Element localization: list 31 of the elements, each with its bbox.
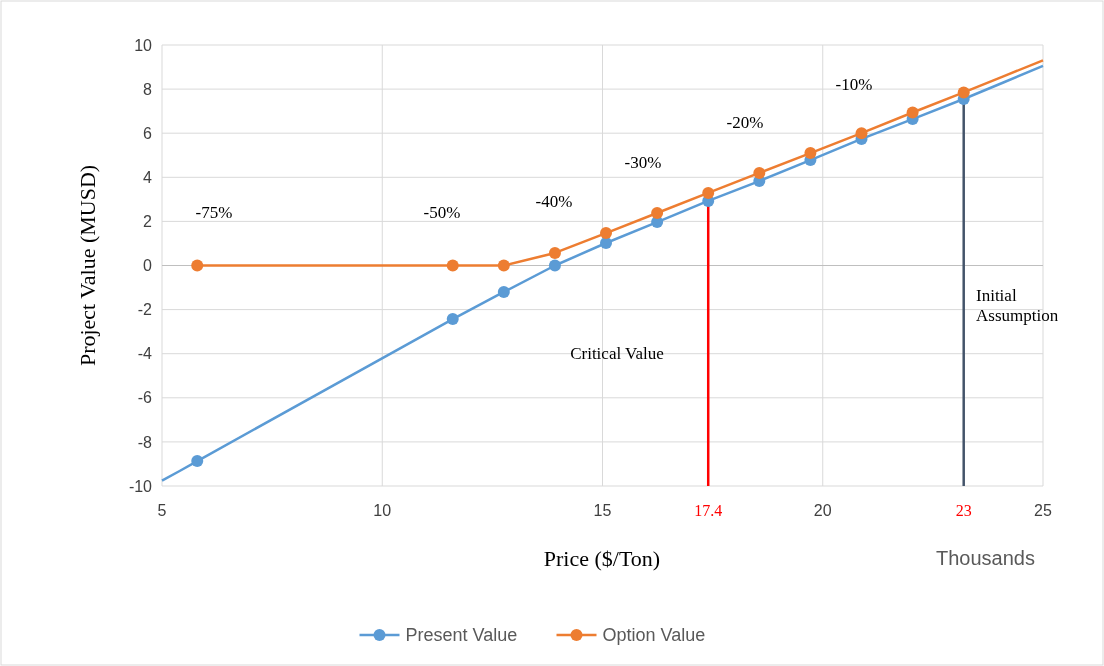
y-axis-title: Project Value (MUSD) (75, 164, 100, 367)
legend-label: Present Value (405, 625, 518, 646)
y-tick-label: 6 (143, 124, 153, 142)
y-tick-label: -8 (137, 433, 153, 451)
y-tick-label: 4 (143, 168, 153, 186)
x-tick-label: 15 (593, 502, 612, 519)
annotation: -50% (423, 203, 461, 222)
annotation: -40% (535, 192, 573, 211)
x-axis-title: Price ($/Ton) (543, 546, 661, 571)
annotation: -75% (195, 203, 233, 222)
annotation: -10% (835, 75, 873, 94)
y-tick-label: 8 (143, 80, 153, 98)
annotation: Initial Assumption (976, 286, 1059, 326)
y-tick-label: 0 (143, 257, 153, 275)
y-tick-label: -2 (137, 301, 153, 319)
annotation: -30% (624, 153, 662, 172)
text: Thousands (936, 547, 1035, 569)
y-tick-label: 10 (134, 36, 153, 54)
x-tick-label: 25 (1034, 502, 1052, 519)
ref-line-label: 17.4 (694, 502, 723, 519)
y-tick-label: -4 (137, 345, 153, 363)
x-tick-label: 5 (157, 502, 167, 519)
x-tick-label: 20 (813, 502, 832, 519)
y-tick-label: -10 (128, 477, 153, 495)
ref-line-label: 23 (955, 502, 972, 519)
y-tick-label: -6 (137, 389, 153, 407)
annotation: Critical Value (570, 344, 664, 363)
annotation: -20% (726, 113, 764, 132)
y-tick-label: 2 (143, 213, 153, 230)
x-tick-label: 10 (373, 502, 392, 519)
legend-label: Option Value (602, 625, 706, 646)
